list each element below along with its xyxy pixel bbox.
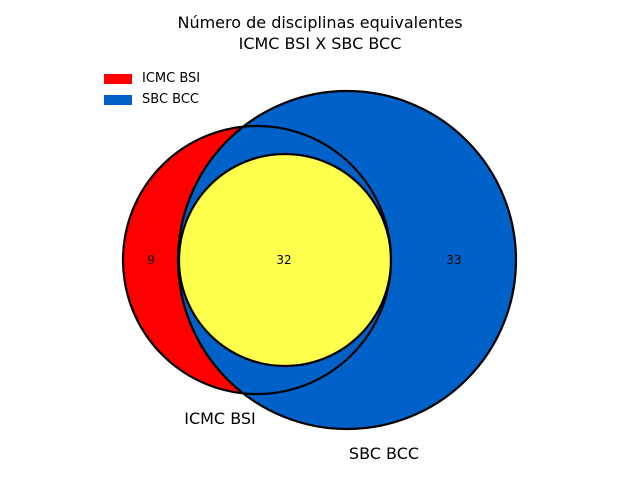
legend-entry-sbc-bcc: SBC BCC <box>104 89 200 110</box>
legend-swatch-icmc-bsi <box>104 73 132 84</box>
region-label-icmc-only: 9 <box>147 253 155 267</box>
legend-swatch-sbc-bcc <box>104 94 132 105</box>
legend-label-icmc-bsi: ICMC BSI <box>142 71 201 86</box>
region-label-intersection: 32 <box>276 253 291 267</box>
intersection-region <box>179 154 391 366</box>
legend: ICMC BSI SBC BCC <box>104 68 200 110</box>
region-label-sbc-only: 33 <box>446 253 461 267</box>
legend-label-sbc-bcc: SBC BCC <box>142 92 199 107</box>
set-label-sbc-bcc: SBC BCC <box>349 444 419 463</box>
figure-title-line-2: ICMC BSI X SBC BCC <box>238 34 402 53</box>
figure-title-line-1: Número de disciplinas equivalentes <box>177 13 463 32</box>
set-label-icmc-bsi: ICMC BSI <box>184 409 256 428</box>
intersection-outline <box>177 152 391 368</box>
legend-entry-icmc-bsi: ICMC BSI <box>104 68 200 89</box>
